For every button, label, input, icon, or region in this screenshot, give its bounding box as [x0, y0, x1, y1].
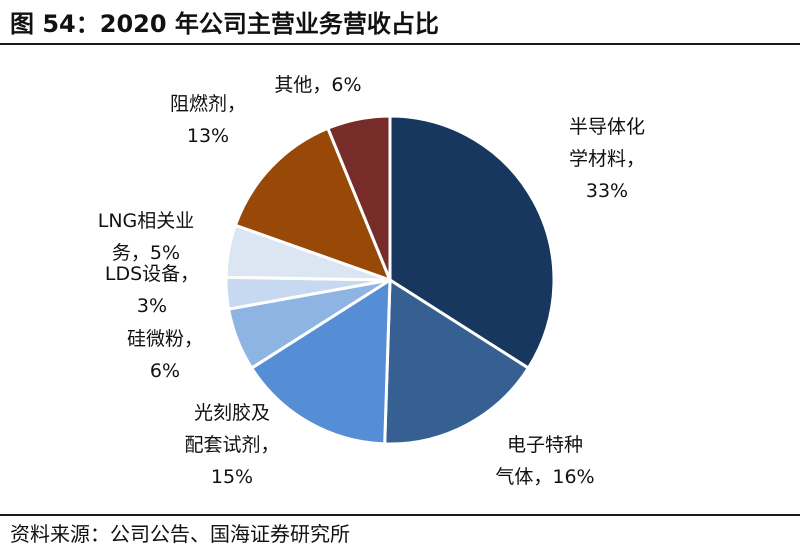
- pie-slice-8: [326, 114, 392, 282]
- chart-title: 图 54：2020 年公司主营业务营收占比: [10, 10, 439, 38]
- title-underline: [0, 43, 800, 45]
- pie-labels: 半导体化学材料， 33% 电子特种气体，16% 光刻胶及配套试剂， 15% 硅微粉， 6% L…: [98, 74, 645, 488]
- pie-chart: 半导体化学材料， 33% 电子特种气体，16% 光刻胶及配套试剂， 15% 硅微粉， 6% L…: [98, 74, 645, 488]
- pie-label-3: 光刻胶及配套试剂， 15%: [184, 402, 279, 488]
- source-divider: [0, 514, 800, 516]
- pie-label-5: LDS设备， 3%: [105, 263, 199, 317]
- pie-label-8: 其他，6%: [274, 74, 361, 96]
- pie-label-7: 阻燃剂， 13%: [170, 93, 246, 147]
- pie-slices: [224, 114, 556, 446]
- pie-slice-7: [233, 126, 392, 282]
- pie-slice-3: [250, 278, 392, 446]
- pie-label-1: 半导体化学材料， 33%: [569, 116, 645, 202]
- source-note: 资料来源：公司公告、国海证券研究所: [10, 522, 350, 546]
- pie-slice-2: [383, 278, 530, 446]
- pie-label-4: 硅微粉， 6%: [127, 328, 203, 382]
- pie-label-6: LNG相关业务，5%: [98, 210, 195, 264]
- pie-label-2: 电子特种气体，16%: [495, 434, 594, 488]
